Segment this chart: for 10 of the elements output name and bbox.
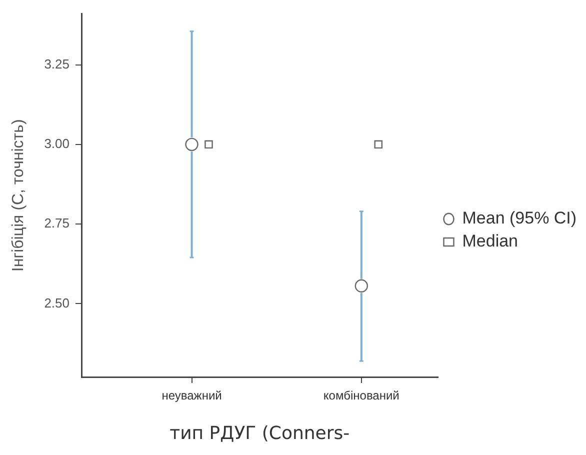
x-tick-label: неуважний — [162, 388, 222, 403]
x-tick-label: комбінований — [323, 388, 400, 403]
x-axis-title: тип РДУГ (Conners- — [170, 422, 350, 444]
y-tick-label: 3.25 — [44, 56, 70, 72]
y-tick-label: 2.50 — [44, 295, 70, 310]
legend-label: Median — [462, 232, 518, 251]
y-tick-label: 3.00 — [44, 136, 70, 152]
y-tick-label: 2.75 — [44, 216, 70, 231]
legend-label: Mean (95% CI) — [462, 208, 577, 228]
y-axis-title: Інгібіція (C, точність) — [10, 119, 28, 272]
